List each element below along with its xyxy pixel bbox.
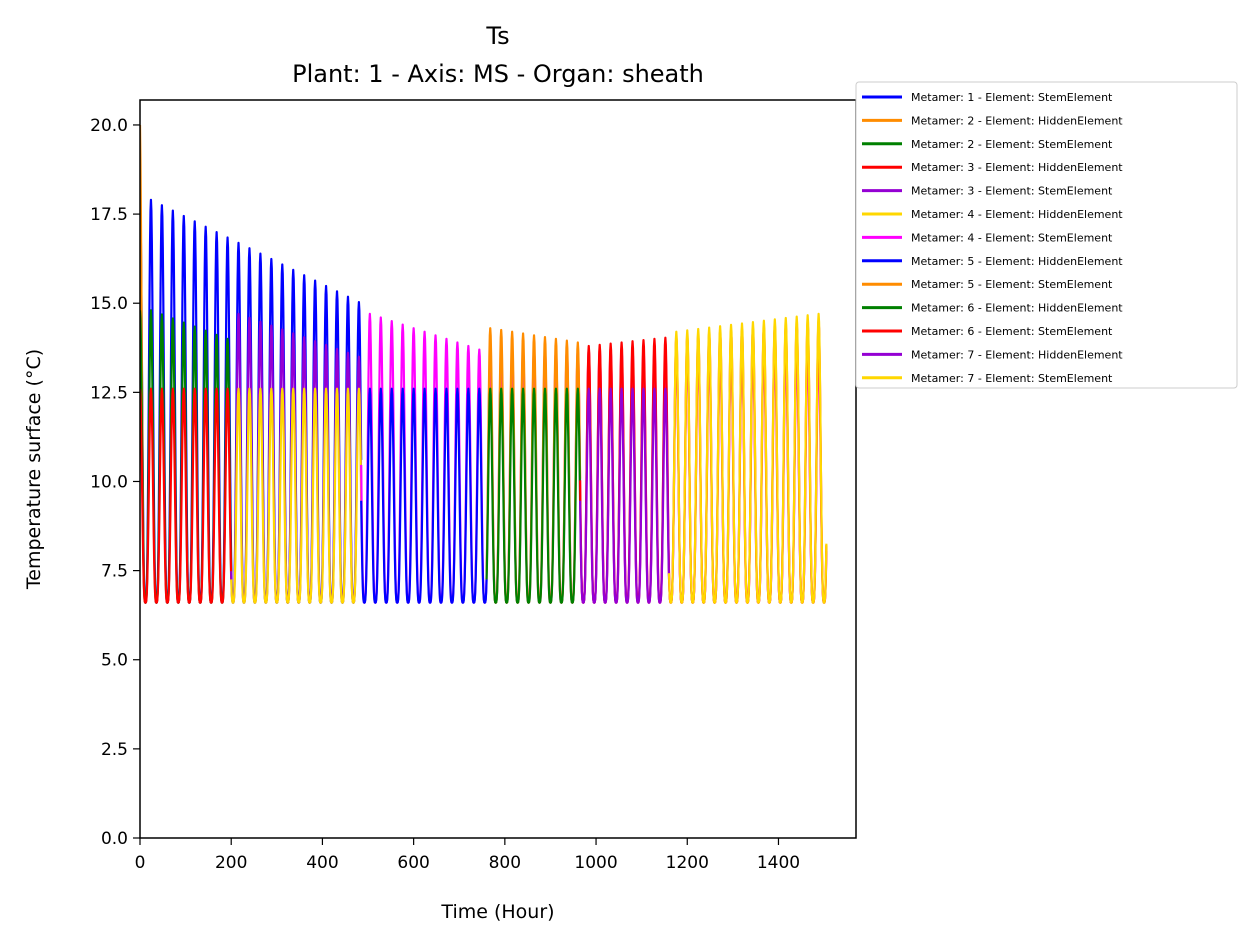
legend-label: Metamer: 6 - Element: StemElement <box>911 325 1113 338</box>
plot-frame <box>139 99 857 839</box>
legend-label: Metamer: 1 - Element: StemElement <box>911 91 1113 104</box>
y-tick-label: 0.0 <box>101 829 128 849</box>
x-tick-label: 1200 <box>666 853 709 873</box>
legend-box <box>855 81 1238 389</box>
y-tick-label: 5.0 <box>101 651 128 671</box>
legend-label: Metamer: 7 - Element: HiddenElement <box>911 348 1123 361</box>
x-tick-label: 400 <box>306 853 338 873</box>
x-tick-label: 1000 <box>574 853 617 873</box>
series-line-6 <box>230 387 363 604</box>
x-tick-label: 600 <box>397 853 429 873</box>
y-tick-label: 2.5 <box>101 740 128 760</box>
x-tick-label: 800 <box>489 853 521 873</box>
x-axis: 0 200 400 600 800 1000 1200 1400 <box>135 838 800 873</box>
y-tick-label: 17.5 <box>90 205 128 225</box>
chart-subtitle: Plant: 1 - Axis: MS - Organ: sheath <box>292 60 704 88</box>
y-axis: 0.0 2.5 5.0 7.5 10.0 12.5 15.0 17.5 20.0 <box>90 116 140 849</box>
series-line-13 <box>667 312 828 604</box>
series-line-12 <box>578 387 671 604</box>
legend-label: Metamer: 2 - Element: StemElement <box>911 138 1113 151</box>
legend-items: Metamer: 1 - Element: StemElement Metamer… <box>862 91 1123 385</box>
legend-label: Metamer: 4 - Element: HiddenElement <box>911 208 1123 221</box>
series-line-4 <box>140 387 233 604</box>
series-line-8 <box>360 387 488 604</box>
legend-label: Metamer: 7 - Element: StemElement <box>911 372 1113 385</box>
y-axis-label: Temperature surface (°C) <box>23 349 45 590</box>
series-line-10 <box>485 387 582 604</box>
legend-label: Metamer: 5 - Element: HiddenElement <box>911 255 1123 268</box>
y-tick-label: 20.0 <box>90 116 128 136</box>
legend: Metamer: 1 - Element: StemElement Metamer… <box>855 81 1238 389</box>
chart-title: Ts <box>485 22 509 50</box>
legend-label: Metamer: 4 - Element: StemElement <box>911 231 1113 244</box>
legend-label: Metamer: 2 - Element: HiddenElement <box>911 114 1123 127</box>
y-tick-label: 7.5 <box>101 562 128 582</box>
legend-label: Metamer: 3 - Element: StemElement <box>911 185 1113 198</box>
y-tick-label: 10.0 <box>90 472 128 492</box>
legend-label: Metamer: 3 - Element: HiddenElement <box>911 161 1123 174</box>
x-tick-label: 0 <box>135 853 146 873</box>
legend-label: Metamer: 5 - Element: StemElement <box>911 278 1113 291</box>
y-tick-label: 12.5 <box>90 383 128 403</box>
x-axis-label: Time (Hour) <box>440 901 554 923</box>
y-tick-label: 15.0 <box>90 294 128 314</box>
series-layer <box>140 124 828 604</box>
legend-label: Metamer: 6 - Element: HiddenElement <box>911 302 1123 315</box>
x-tick-label: 200 <box>215 853 247 873</box>
x-tick-label: 1400 <box>757 853 800 873</box>
